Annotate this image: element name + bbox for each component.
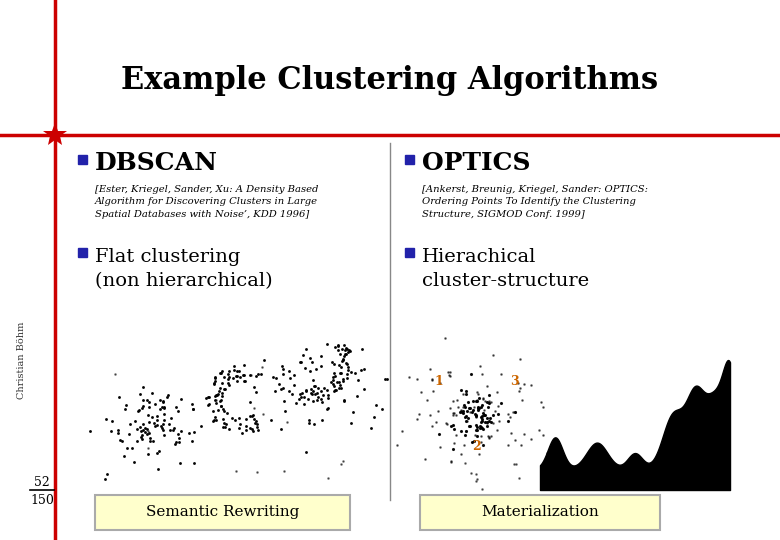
Text: Christian Böhm: Christian Böhm [17, 321, 27, 399]
Text: Materialization: Materialization [481, 505, 599, 519]
Text: Semantic Rewriting: Semantic Rewriting [146, 505, 300, 519]
FancyBboxPatch shape [78, 155, 87, 164]
Text: DBSCAN: DBSCAN [95, 151, 218, 175]
Text: 2: 2 [472, 440, 480, 453]
FancyBboxPatch shape [405, 155, 414, 164]
FancyBboxPatch shape [405, 248, 414, 257]
FancyBboxPatch shape [420, 495, 660, 530]
Text: [Ester, Kriegel, Sander, Xu: A Density Based
Algorithm for Discovering Clusters : [Ester, Kriegel, Sander, Xu: A Density B… [95, 185, 318, 219]
Text: Flat clustering
(non hierarchical): Flat clustering (non hierarchical) [95, 248, 273, 289]
Text: 52: 52 [34, 476, 50, 489]
Text: Example Clustering Algorithms: Example Clustering Algorithms [122, 64, 658, 96]
FancyBboxPatch shape [95, 495, 350, 530]
Text: Hierachical
cluster-structure: Hierachical cluster-structure [422, 248, 589, 289]
FancyBboxPatch shape [78, 248, 87, 257]
Text: 1: 1 [435, 375, 444, 388]
Text: 3: 3 [510, 375, 519, 388]
Text: [Ankerst, Breunig, Kriegel, Sander: OPTICS:
Ordering Points To Identify the Clus: [Ankerst, Breunig, Kriegel, Sander: OPTI… [422, 185, 648, 219]
Text: OPTICS: OPTICS [422, 151, 530, 175]
Text: 150: 150 [30, 494, 54, 507]
